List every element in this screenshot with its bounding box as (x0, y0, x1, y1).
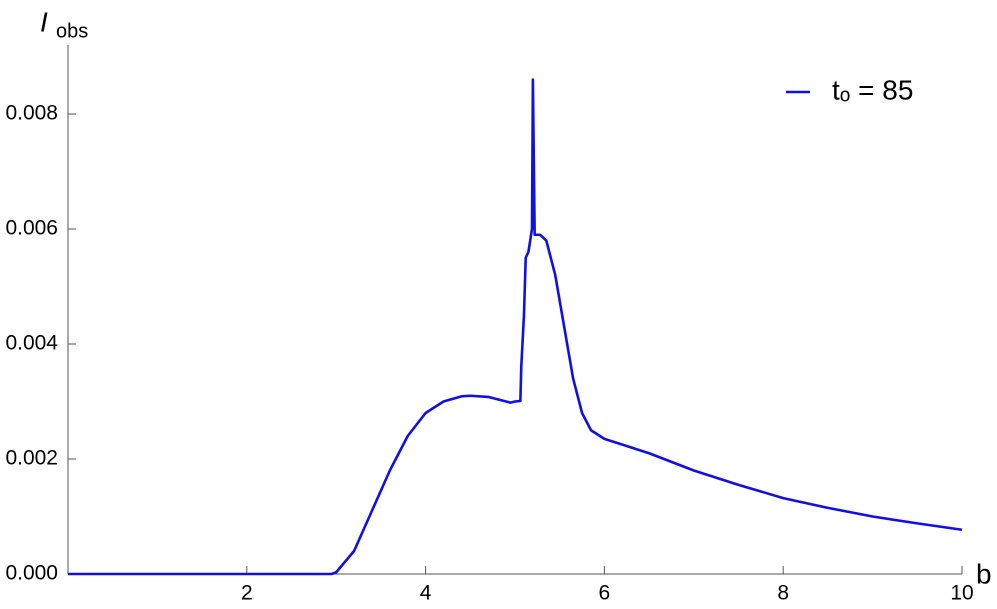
y-tick-label: 0.004 (5, 332, 58, 355)
line-series (68, 78, 963, 576)
x-tick-label: 6 (599, 582, 611, 605)
x-axis-label: b (976, 558, 992, 589)
y-tick-label: 0.002 (5, 447, 58, 470)
y-axis-label-sub: obs (56, 20, 88, 42)
x-tick-label: 2 (241, 582, 253, 605)
x-tick-label: 8 (777, 582, 789, 605)
y-tick-label: 0.000 (5, 562, 58, 585)
y-tick-label: 0.008 (5, 102, 58, 125)
y-axis-label: I (40, 6, 48, 37)
x-tick-label: 4 (420, 582, 432, 605)
legend-label: tₒ = 85 (832, 74, 913, 105)
y-tick-label: 0.006 (5, 217, 58, 240)
x-tick-label: 10 (950, 582, 973, 605)
